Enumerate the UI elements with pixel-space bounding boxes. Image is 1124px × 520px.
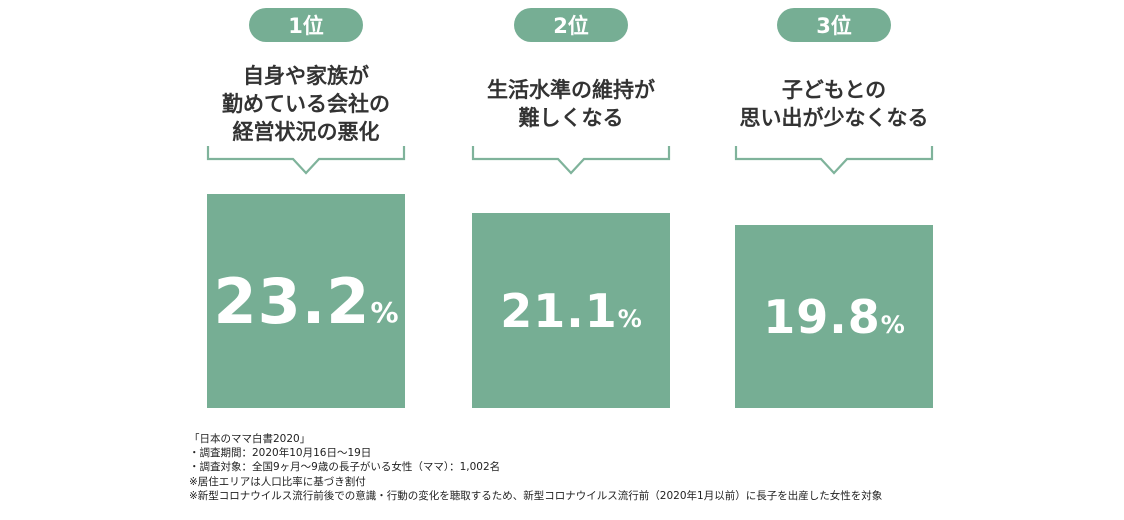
bar-1: 23.2% [207, 194, 405, 408]
note-survey-period: ・調査期間：2020年10月16日～19日 [189, 447, 372, 460]
note-area-allocation: ※居住エリアは人口比率に基づき割付 [189, 475, 366, 488]
value-label-1: 23.2 [213, 264, 371, 338]
reason-label-3: 子どもとの 思い出が少なくなる [739, 78, 929, 130]
unit-label-3: % [880, 310, 905, 339]
unit-label-2: % [617, 304, 642, 333]
rank-badge-3: 3位 [777, 8, 891, 42]
bar-3: 19.8% [735, 225, 933, 408]
note-target-criteria: ※新型コロナウイルス流行前後での意識・行動の変化を聴取するため、新型コロナウイル… [189, 489, 883, 502]
unit-label-1: % [370, 295, 399, 329]
source-notes: 「日本のママ白書2020」 ・調査期間：2020年10月16日～19日 ・調査対… [189, 432, 1089, 503]
rank-badge-2: 2位 [514, 8, 628, 42]
note-survey-target: ・調査対象：全国9ヶ月～9歳の長子がいる女性（ママ）：1,002名 [189, 461, 501, 474]
reason-label-1: 自身や家族が 勤めている会社の 経営状況の悪化 [222, 64, 390, 144]
rank-column-3: 3位 子どもとの 思い出が少なくなる 19.8% [734, 0, 934, 410]
note-source-title: 「日本のママ白書2020」 [189, 433, 311, 445]
rank-badge-1: 1位 [249, 8, 363, 42]
rank-column-2: 2位 生活水準の維持が 難しくなる 21.1% [471, 0, 671, 410]
bar-2: 21.1% [472, 213, 670, 408]
reason-label-2: 生活水準の維持が 難しくなる [487, 78, 655, 130]
value-label-2: 21.1 [500, 283, 618, 338]
value-label-3: 19.8 [763, 289, 881, 344]
rank-column-1: 1位 自身や家族が 勤めている会社の 経営状況の悪化 23.2% [206, 0, 406, 410]
bracket-2 [471, 146, 671, 175]
bracket-3 [734, 146, 934, 175]
bracket-1 [206, 146, 406, 175]
